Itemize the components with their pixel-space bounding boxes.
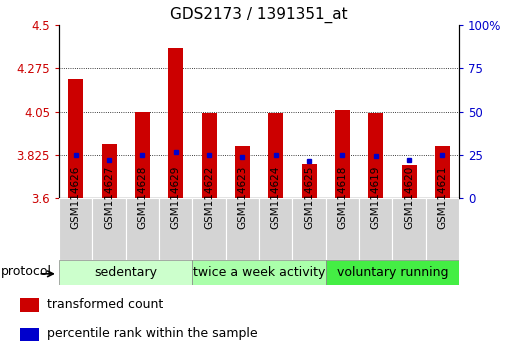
- Bar: [268, 113, 283, 198]
- Text: GSM114623: GSM114623: [238, 166, 247, 229]
- Text: GSM114628: GSM114628: [137, 166, 147, 229]
- Text: GSM114624: GSM114624: [271, 166, 281, 229]
- Bar: [92, 198, 126, 260]
- Bar: [292, 198, 326, 260]
- Bar: [402, 165, 417, 198]
- Bar: [435, 146, 450, 198]
- Bar: [235, 146, 250, 198]
- Text: GSM114622: GSM114622: [204, 166, 214, 229]
- Text: GSM114625: GSM114625: [304, 166, 314, 229]
- Text: voluntary running: voluntary running: [337, 266, 448, 279]
- Bar: [20, 328, 39, 341]
- Bar: [259, 198, 292, 260]
- Text: GSM114620: GSM114620: [404, 166, 414, 229]
- Bar: [192, 198, 226, 260]
- Text: GSM114618: GSM114618: [338, 166, 347, 229]
- Text: GSM114621: GSM114621: [438, 166, 447, 229]
- Bar: [126, 198, 159, 260]
- Bar: [159, 198, 192, 260]
- Bar: [192, 260, 326, 285]
- Bar: [359, 198, 392, 260]
- Bar: [368, 113, 383, 198]
- Bar: [392, 198, 426, 260]
- Text: GSM114619: GSM114619: [371, 166, 381, 229]
- Bar: [102, 144, 116, 198]
- Bar: [326, 260, 459, 285]
- Text: sedentary: sedentary: [94, 266, 157, 279]
- Bar: [202, 113, 216, 198]
- Text: GSM114627: GSM114627: [104, 166, 114, 229]
- Bar: [59, 198, 92, 260]
- Text: percentile rank within the sample: percentile rank within the sample: [47, 327, 258, 340]
- Title: GDS2173 / 1391351_at: GDS2173 / 1391351_at: [170, 7, 348, 23]
- Bar: [168, 48, 183, 198]
- Bar: [20, 298, 39, 312]
- Text: GSM114626: GSM114626: [71, 166, 81, 229]
- Bar: [135, 112, 150, 198]
- Bar: [226, 198, 259, 260]
- Bar: [68, 79, 83, 198]
- Bar: [302, 164, 317, 198]
- Bar: [426, 198, 459, 260]
- Text: protocol: protocol: [1, 265, 52, 278]
- Bar: [335, 110, 350, 198]
- Bar: [59, 260, 192, 285]
- Bar: [326, 198, 359, 260]
- Text: GSM114629: GSM114629: [171, 166, 181, 229]
- Text: transformed count: transformed count: [47, 298, 164, 311]
- Text: twice a week activity: twice a week activity: [193, 266, 325, 279]
